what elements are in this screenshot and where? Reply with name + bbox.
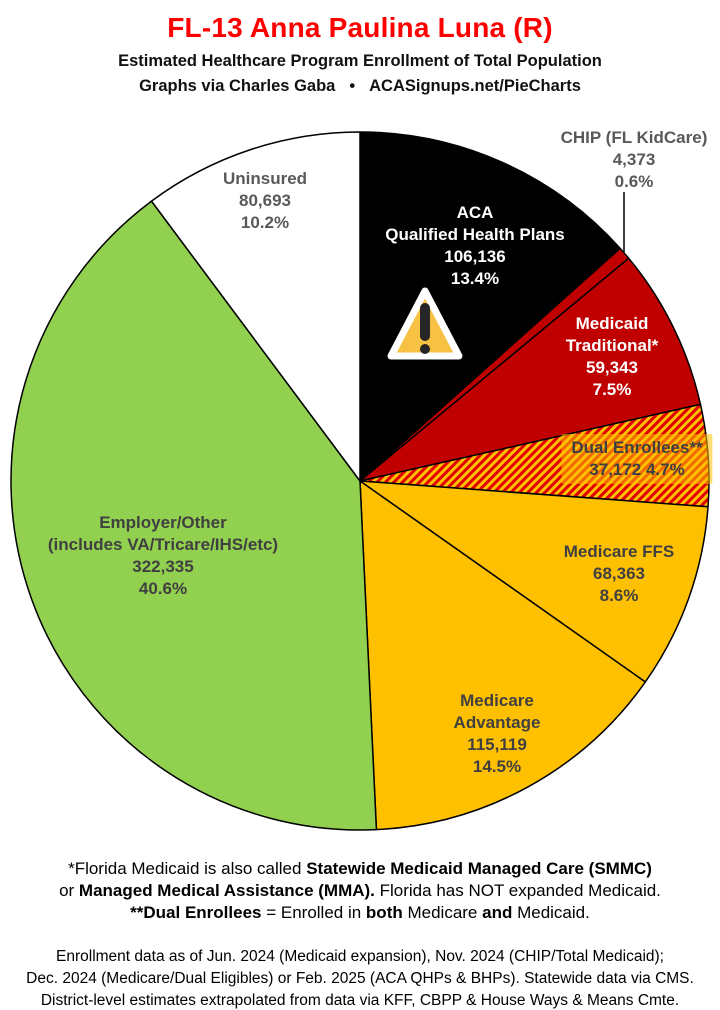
footnote-line: *Florida Medicaid is also called Statewi… <box>0 858 720 880</box>
credit-text: Graphs via Charles Gaba <box>139 77 336 95</box>
footnote-bold-text: **Dual Enrollees <box>130 903 262 922</box>
pie-slice-medicare-advantage <box>359 480 647 831</box>
site-url-text: ACASignups.net/PieCharts <box>369 77 581 95</box>
footnote-text: = Enrolled in <box>261 903 366 922</box>
source-note-line: Enrollment data as of Jun. 2024 (Medicai… <box>56 948 664 965</box>
footnote-block: *Florida Medicaid is also called Statewi… <box>0 858 720 924</box>
pie-slice-medicaid-traditional <box>359 257 702 482</box>
footnote-text: Florida has NOT expanded Medicaid. <box>374 881 661 900</box>
bullet-separator: • <box>349 77 356 95</box>
warning-icon <box>387 287 463 360</box>
chart-subtitle: Estimated Healthcare Program Enrollment … <box>118 52 602 70</box>
footnote-line: **Dual Enrollees = Enrolled in both Medi… <box>0 902 720 924</box>
footnote-bold-text: and <box>482 903 513 922</box>
footnote-text: Medicaid. <box>512 903 590 922</box>
footnote-bold-text: Managed Medical Assistance (MMA). <box>78 881 375 900</box>
source-note-block: Enrollment data as of Jun. 2024 (Medicai… <box>0 946 720 1010</box>
source-note-line: District-level estimates extrapolated fr… <box>40 992 680 1009</box>
footnote-text: *Florida Medicaid is also called <box>68 859 307 878</box>
warning-exclamation-dot <box>420 344 430 354</box>
footnote-line: or Managed Medical Assistance (MMA). Flo… <box>0 880 720 902</box>
pie-slice-uninsured <box>150 131 361 482</box>
pie-slice-aca-qhp <box>359 131 621 482</box>
footnote-bold-text: Statewide Medicaid Managed Care (SMMC) <box>306 859 652 878</box>
pie-slice-medicare-ffs <box>359 480 709 683</box>
pie-slice-employer-other <box>10 200 378 831</box>
source-note-line: Dec. 2024 (Medicare/Dual Eligibles) or F… <box>26 970 694 987</box>
footnote-text: or <box>59 881 79 900</box>
footnote-text: Medicare <box>402 903 483 922</box>
chart-credit-line: Graphs via Charles Gaba • ACASignups.net/P… <box>0 77 720 96</box>
page-title: FL-13 Anna Paulina Luna (R) <box>167 12 553 43</box>
footnote-bold-text: both <box>365 903 403 922</box>
pie-slices <box>10 131 710 831</box>
